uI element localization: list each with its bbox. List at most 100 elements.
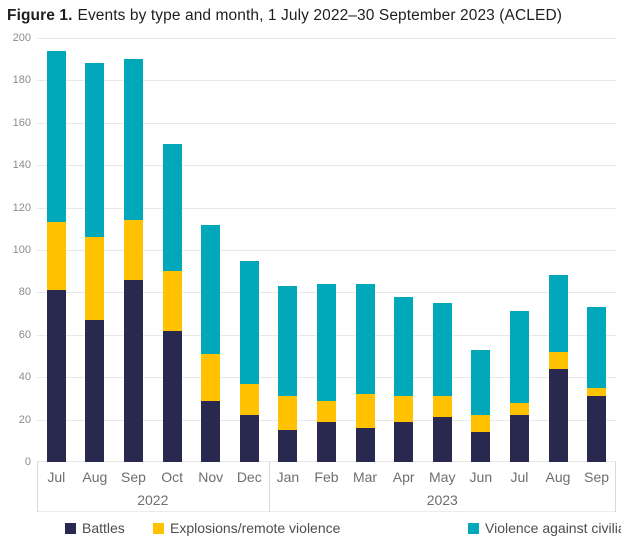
x-axis-year-row: 2022 2023 bbox=[37, 489, 616, 512]
bar-segment-battles bbox=[317, 421, 336, 462]
bar-segment-battles bbox=[201, 400, 221, 462]
y-axis-tick-label: 200 bbox=[12, 32, 31, 44]
x-axis-month-label: Dec bbox=[236, 469, 262, 485]
y-axis-tick-label: 180 bbox=[12, 74, 31, 87]
bar-segment-explosions-remote-violence bbox=[124, 220, 143, 280]
x-axis-year-label: 2023 bbox=[426, 492, 458, 508]
y-axis-tick-label: 160 bbox=[12, 116, 31, 129]
bar-segment-battles bbox=[85, 319, 105, 462]
bar-segment-explosions-remote-violence bbox=[587, 387, 607, 397]
x-axis-month-label: May bbox=[429, 469, 456, 485]
y-axis-tick-label: 0 bbox=[24, 456, 31, 468]
x-axis-month-label: Mar bbox=[352, 469, 378, 485]
legend-item-violence-against-civilians: Violence against civilians bbox=[468, 520, 621, 536]
bar-segment-violence-against-civilians bbox=[278, 286, 298, 397]
gridline bbox=[37, 80, 616, 82]
x-axis-month-label: Sep bbox=[584, 469, 610, 485]
bar-segment-explosions-remote-violence bbox=[278, 396, 298, 431]
bar-segment-battles bbox=[432, 417, 452, 462]
legend-item-battles: Battles bbox=[65, 520, 125, 536]
bar-segment-battles bbox=[239, 415, 259, 462]
bar-segment-explosions-remote-violence bbox=[317, 400, 336, 422]
x-axis-month-label: Aug bbox=[545, 469, 571, 485]
legend: Battles Explosions/remote violence Violenc… bbox=[0, 520, 621, 538]
bar-segment-violence-against-civilians bbox=[239, 260, 259, 384]
bar-segment-violence-against-civilians bbox=[85, 63, 105, 238]
x-axis-strip: Jul Aug Sep Oct Nov Dec Jan Feb Mar Apr May Jun Jul A… bbox=[37, 462, 616, 512]
legend-color-swatch bbox=[468, 522, 479, 534]
bar-segment-violence-against-civilians bbox=[471, 349, 491, 416]
figure-number-label: Figure 1. bbox=[7, 7, 73, 24]
y-axis-tick-label: 20 bbox=[18, 413, 31, 426]
gridline bbox=[37, 207, 616, 209]
bar-segment-explosions-remote-violence bbox=[432, 396, 452, 418]
legend-label: Violence against civilians bbox=[485, 520, 621, 536]
bar-segment-violence-against-civilians bbox=[124, 59, 143, 221]
bar-segment-explosions-remote-violence bbox=[85, 237, 105, 320]
bar-segment-violence-against-civilians bbox=[201, 224, 221, 354]
y-axis-tick-label: 120 bbox=[12, 201, 31, 214]
x-axis-month-label: Sep bbox=[121, 469, 146, 485]
bar-segment-battles bbox=[587, 396, 607, 462]
x-axis-month-label: Aug bbox=[82, 469, 108, 485]
bar-segment-explosions-remote-violence bbox=[162, 271, 182, 331]
bar-segment-violence-against-civilians bbox=[510, 311, 529, 403]
bar-segment-explosions-remote-violence bbox=[355, 394, 375, 429]
bar-segment-battles bbox=[355, 428, 375, 462]
bar-segment-battles bbox=[471, 432, 491, 462]
bar-segment-violence-against-civilians bbox=[46, 50, 66, 223]
bar-segment-violence-against-civilians bbox=[548, 275, 568, 352]
bar-segment-explosions-remote-violence bbox=[46, 222, 66, 291]
plot-area bbox=[37, 38, 616, 462]
axis-group-divider bbox=[268, 462, 270, 512]
x-axis-month-label: Nov bbox=[198, 469, 224, 485]
gridline bbox=[37, 38, 616, 39]
y-axis-tick-label: 40 bbox=[18, 371, 31, 384]
bar-segment-battles bbox=[162, 330, 182, 462]
legend-color-swatch bbox=[65, 522, 76, 534]
bar-segment-violence-against-civilians bbox=[587, 307, 607, 388]
bar-segment-explosions-remote-violence bbox=[239, 383, 259, 416]
bar-segment-explosions-remote-violence bbox=[201, 353, 221, 401]
bar-segment-violence-against-civilians bbox=[162, 144, 182, 272]
x-axis-month-label: Jan bbox=[276, 469, 300, 485]
bar-segment-violence-against-civilians bbox=[432, 303, 452, 397]
bar-segment-explosions-remote-violence bbox=[548, 351, 568, 369]
bar-segment-battles bbox=[278, 430, 298, 462]
y-axis-tick-label: 100 bbox=[12, 244, 31, 256]
x-axis-month-label: Oct bbox=[161, 469, 183, 485]
axis-group-divider bbox=[615, 462, 616, 512]
bar-segment-explosions-remote-violence bbox=[471, 415, 491, 433]
bar-segment-violence-against-civilians bbox=[394, 296, 414, 397]
bar-segment-explosions-remote-violence bbox=[510, 402, 529, 416]
x-axis-month-label: Apr bbox=[392, 469, 415, 485]
bar-segment-battles bbox=[548, 368, 568, 462]
y-axis-tick-label: 60 bbox=[18, 328, 31, 341]
y-axis-tick-label: 80 bbox=[18, 286, 31, 299]
figure-title-text: Events by type and month, 1 July 2022–30… bbox=[77, 7, 562, 24]
bar-segment-explosions-remote-violence bbox=[394, 396, 414, 422]
x-axis-month-label: Feb bbox=[314, 469, 339, 485]
y-axis-tick-label: 140 bbox=[12, 159, 31, 172]
gridline bbox=[37, 122, 616, 124]
x-axis-month-row: Jul Aug Sep Oct Nov Dec Jan Feb Mar Apr May Jun Jul A… bbox=[37, 462, 616, 489]
gridline bbox=[37, 250, 616, 251]
x-axis-month-label: Jul bbox=[510, 469, 529, 485]
x-axis-month-label: Jun bbox=[469, 469, 493, 485]
legend-color-swatch bbox=[153, 522, 164, 534]
axis-group-divider bbox=[37, 462, 38, 512]
legend-item-explosions-remote-violence: Explosions/remote violence bbox=[153, 520, 340, 536]
bar-segment-battles bbox=[510, 415, 529, 462]
x-axis-year-label: 2022 bbox=[137, 492, 169, 508]
legend-label: Battles bbox=[82, 520, 125, 536]
gridline bbox=[37, 165, 616, 167]
bar-segment-violence-against-civilians bbox=[317, 283, 336, 401]
x-axis-month-label: Jul bbox=[47, 469, 66, 485]
bar-segment-violence-against-civilians bbox=[355, 283, 375, 395]
bar-segment-battles bbox=[394, 421, 414, 462]
legend-label: Explosions/remote violence bbox=[170, 520, 341, 536]
bar-segment-battles bbox=[46, 290, 66, 462]
bar-segment-battles bbox=[124, 279, 143, 462]
figure-title: Figure 1. Events by type and month, 1 Jul… bbox=[7, 7, 562, 25]
